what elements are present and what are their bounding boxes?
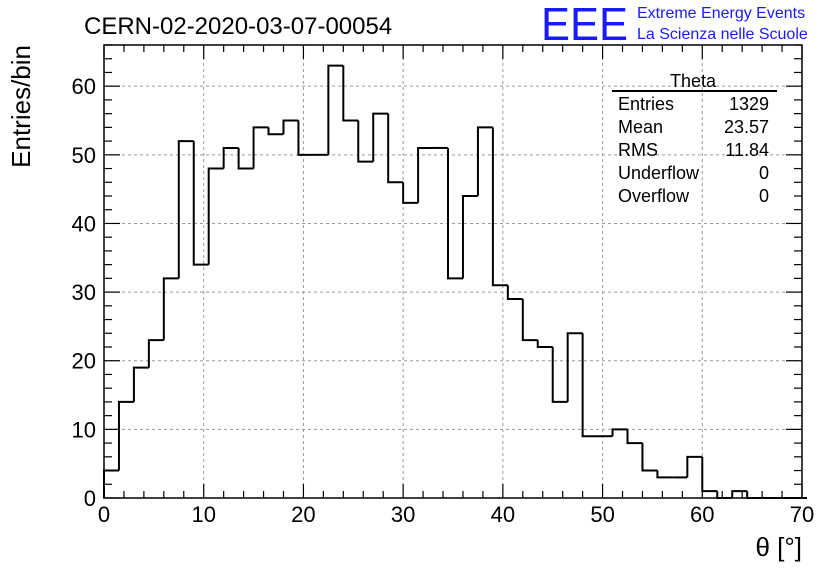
histogram-bin: [177, 140, 194, 279]
stats-row-value: 23.57: [724, 117, 769, 137]
histogram-bin: [611, 428, 628, 437]
logo-letters: EEE: [541, 0, 628, 50]
histogram-bin: [342, 65, 359, 122]
histogram-bin: [387, 113, 404, 184]
histogram-bin: [701, 456, 718, 493]
y-tick-label: 30: [72, 280, 96, 305]
histogram-bin: [267, 127, 284, 136]
stats-row-value: 1329: [729, 94, 769, 114]
histogram-bin: [491, 127, 508, 287]
histogram-bin: [716, 491, 733, 499]
histogram-bin: [192, 141, 209, 266]
eee-logo: EEE Extreme Energy Events La Scienza nel…: [541, 0, 808, 50]
y-tick-label: 10: [72, 417, 96, 442]
histogram-bin: [461, 195, 478, 279]
histogram-bin: [237, 147, 254, 170]
x-axis-label: θ [°]: [755, 532, 802, 562]
histogram-bin: [641, 443, 658, 472]
histogram-bin: [731, 490, 748, 498]
histogram-bin: [746, 491, 763, 499]
histogram-bin: [222, 146, 239, 169]
y-axis-label: Entries/bin: [6, 45, 36, 168]
run-title: CERN-02-2020-03-07-00054: [84, 13, 392, 40]
histogram-bin: [297, 120, 314, 156]
histogram-bin: [162, 277, 179, 341]
histogram-bin: [506, 285, 523, 300]
stats-row-value: 0: [759, 163, 769, 183]
y-tick-label: 0: [84, 486, 96, 511]
histogram-bin: [147, 339, 164, 368]
histogram-bin: [536, 340, 553, 348]
y-tick-labels: 0 10 20 30 40 50 60: [72, 74, 96, 511]
histogram-bin: [207, 167, 224, 265]
histogram-bin: [521, 298, 538, 342]
histogram-bin: [686, 455, 703, 478]
histogram-bin: [476, 126, 493, 196]
x-tick-label: 40: [491, 502, 515, 527]
y-tick-label: 50: [72, 143, 96, 168]
stats-row-value: 0: [759, 186, 769, 206]
logo-line-2: La Scienza nelle Scuole: [637, 26, 808, 43]
histogram-bin: [372, 112, 389, 162]
plot-frame-rect: [103, 44, 803, 499]
histogram-bin: [566, 332, 583, 402]
stats-row-label: Underflow: [618, 163, 700, 183]
x-tick-label: 70: [790, 502, 814, 527]
histogram-bin: [581, 333, 598, 438]
histogram-bin: [117, 400, 134, 471]
y-tick-label: 20: [72, 349, 96, 374]
stats-row-value: 11.84: [725, 140, 769, 160]
stats-title: Theta: [670, 71, 717, 91]
stats-rows: Entries 1329 Mean 23.57 RMS 11.84 Underflow 0 Ov…: [618, 94, 769, 206]
histogram-bin: [656, 470, 673, 479]
plot-frame: [103, 44, 803, 499]
histogram-bars: [103, 64, 807, 499]
grid-lines: [104, 45, 802, 498]
x-tick-label: 30: [391, 502, 415, 527]
x-tick-label: 0: [98, 502, 110, 527]
histogram-bin: [282, 119, 299, 135]
stats-box: Theta Entries 1329 Mean 23.57 RMS 11.84 Underf…: [612, 71, 777, 206]
histogram-bin: [252, 126, 269, 169]
x-tick-labels: 0 10 20 30 40 50 60 70: [98, 502, 814, 527]
x-tick-label: 60: [690, 502, 714, 527]
stats-row-label: Mean: [618, 117, 663, 137]
stats-row-label: Entries: [618, 94, 674, 114]
histogram-bin: [551, 347, 568, 403]
histogram-bin: [327, 64, 344, 155]
y-tick-label: 40: [72, 211, 96, 236]
histogram-bin: [132, 366, 149, 402]
histogram-bin: [626, 429, 643, 445]
stats-row-label: Overflow: [618, 186, 690, 206]
histogram-bin: [417, 146, 434, 203]
x-tick-label: 50: [590, 502, 614, 527]
y-tick-label: 60: [72, 74, 96, 99]
axis-ticks: [103, 44, 803, 499]
logo-line-1: Extreme Energy Events: [637, 5, 805, 22]
x-tick-label: 10: [191, 502, 215, 527]
histogram-bin: [357, 120, 374, 163]
histogram-bin: [402, 182, 419, 204]
x-tick-label: 20: [291, 502, 315, 527]
histogram-bin: [447, 147, 463, 280]
stats-row-label: RMS: [618, 140, 658, 160]
